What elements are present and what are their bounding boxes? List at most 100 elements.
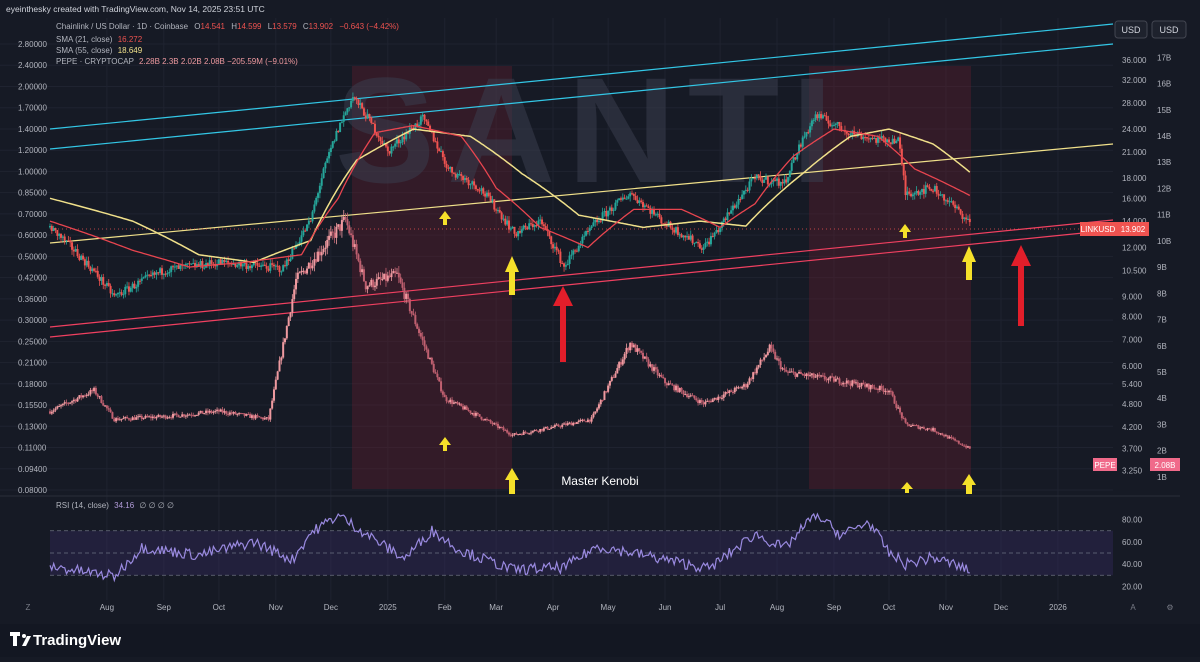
tradingview-logo[interactable]: TradingView: [10, 632, 121, 649]
link-candle: [845, 131, 848, 134]
legend-rsi[interactable]: RSI (14, close) 34.16 ∅ ∅ ∅ ∅: [56, 501, 174, 510]
pepe-candle: [236, 413, 239, 415]
zoom-corner[interactable]: Z: [26, 603, 31, 612]
sma21-line[interactable]: [49, 124, 971, 268]
rsi-line[interactable]: [49, 512, 970, 583]
settings-icon[interactable]: ⚙: [1166, 603, 1173, 612]
legend-pepe[interactable]: PEPE · CRYPTOCAP 2.28B 2.3B 2.02B 2.08B …: [56, 57, 298, 66]
link-candle: [897, 137, 900, 141]
pepe-candle: [239, 413, 242, 415]
pepe-candle: [395, 272, 398, 274]
pepe-candle: [546, 426, 549, 430]
link-candle: [306, 224, 309, 231]
pepe-candle: [601, 399, 604, 401]
currency-right-button[interactable]: [1151, 20, 1187, 39]
pepe-candle: [823, 375, 826, 380]
left-tick: 0.21000: [18, 359, 47, 368]
link-candle: [194, 263, 197, 268]
link-candle: [698, 243, 701, 249]
legend-sma55[interactable]: SMA (55, close) 18.649: [56, 46, 143, 55]
pepe-candle: [289, 312, 292, 318]
support-line-lower[interactable]: [49, 229, 1114, 338]
legend-main[interactable]: Chainlink / US Dollar · 1D · Coinbase O1…: [56, 22, 399, 31]
pepe-candle: [399, 277, 402, 283]
yellow-trendline[interactable]: [49, 143, 1114, 244]
pepe-candle: [897, 407, 900, 409]
time-axis[interactable]: Aug Sep Oct Nov Dec 2025 Feb Mar Apr May Jun Jul Aug…: [26, 603, 1174, 612]
pepe-candle: [867, 383, 870, 390]
link-candle: [530, 223, 533, 225]
red-arrow-2: [1011, 245, 1031, 326]
legend-sma21[interactable]: SMA (21, close) 16.272: [56, 35, 143, 44]
time-tick: Oct: [213, 603, 226, 612]
channel-upper-line[interactable]: [49, 23, 1114, 130]
sma55-line[interactable]: [49, 128, 971, 264]
link-candle: [528, 223, 531, 230]
pepe-candle: [462, 406, 465, 410]
link-candle: [520, 229, 523, 233]
pepe-candle: [188, 414, 191, 416]
link-candle: [752, 178, 755, 180]
yellow-arrow-8: [962, 474, 976, 494]
pepe-candle: [933, 428, 936, 432]
pepe-tick: 1B: [1157, 473, 1167, 482]
pepe-candle: [254, 415, 257, 419]
link-candle: [199, 261, 202, 266]
pepe-candle: [430, 357, 433, 364]
pepe-candle: [195, 414, 198, 416]
link-candle: [643, 205, 646, 208]
left-tick: 0.85000: [18, 189, 47, 198]
pepe-candle: [372, 279, 375, 288]
pepe-candle: [634, 344, 637, 352]
link-candle: [739, 198, 742, 200]
pepe-candle: [373, 285, 376, 288]
pepe-candle: [329, 231, 332, 236]
pepe-price-scale[interactable]: 18B17B16B15B14B13B12B11B10B9B8B7B6B5B4B3…: [1157, 27, 1171, 482]
pepe-candle: [100, 396, 103, 404]
left-tick: 0.36000: [18, 295, 47, 304]
pepe-candle: [495, 423, 498, 425]
pepe-candle: [82, 395, 85, 398]
link-candle: [384, 143, 387, 147]
pepe-candle: [199, 410, 202, 413]
link-candle: [60, 233, 63, 238]
pepe-candle: [456, 402, 459, 405]
pepe-candle: [159, 414, 162, 418]
link-candle: [462, 176, 465, 181]
pepe-candle: [926, 428, 929, 430]
pepe-candle: [680, 387, 683, 391]
link-candle: [959, 209, 962, 214]
link-candle: [487, 192, 490, 196]
link-candle: [467, 179, 470, 186]
link-candle: [684, 235, 687, 238]
linkusd-tick: 21.000: [1122, 148, 1147, 157]
link-candle: [293, 248, 296, 250]
link-candle: [629, 193, 632, 197]
pepe-candle: [574, 422, 577, 424]
link-candle: [425, 119, 428, 122]
link-candle: [142, 277, 145, 279]
pepe-candle: [585, 421, 588, 423]
auto-scale-button[interactable]: A: [1130, 603, 1136, 612]
support-line-upper[interactable]: [49, 219, 1114, 328]
rsi-scale[interactable]: 80.00 60.00 40.00 20.00: [1122, 516, 1143, 592]
pepe-candle: [528, 433, 531, 435]
pepe-candle: [65, 402, 68, 404]
left-price-scale[interactable]: 2.80000 2.40000 2.00000 1.70000 1.40000 1.200…: [18, 40, 47, 495]
pepe-candle: [759, 359, 762, 365]
currency-left-button[interactable]: [1114, 20, 1148, 39]
link-candle: [867, 138, 870, 140]
pepe-candle: [148, 416, 151, 418]
linkusd-tick: 3.700: [1122, 444, 1143, 453]
time-tick: Sep: [827, 603, 842, 612]
pepe-candle: [313, 259, 316, 266]
link-candle: [309, 220, 312, 222]
link-candle: [392, 146, 395, 148]
link-candle: [619, 198, 622, 200]
pepe-candle: [711, 399, 714, 403]
channel-lower-line[interactable]: [49, 43, 1114, 150]
link-candle: [96, 270, 99, 277]
pepe-candle: [838, 378, 841, 384]
pepe-candle: [302, 270, 305, 272]
